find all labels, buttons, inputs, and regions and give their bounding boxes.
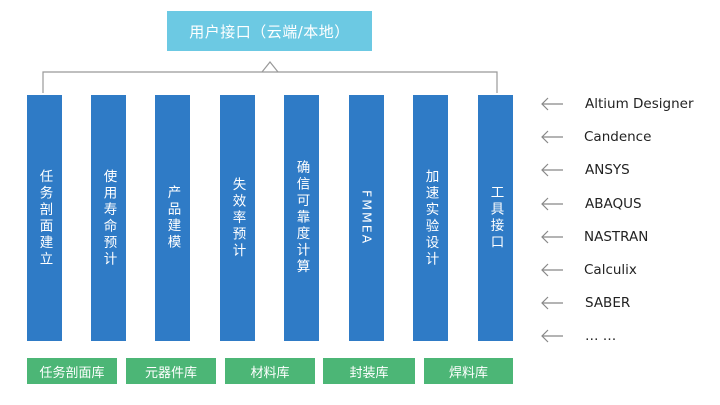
header-connector (42, 71, 498, 93)
module-label: 使用寿命预计 (100, 168, 117, 268)
left-arrow-icon (541, 296, 563, 310)
library-label: 任务剖面库 (39, 365, 105, 381)
left-arrow-icon (541, 97, 563, 111)
tool-name: ABAQUS (585, 196, 642, 212)
module-label: FMMEA (359, 190, 375, 246)
library-mission-profile: 任务剖面库 (27, 358, 117, 384)
module-fmmea: FMMEA (349, 95, 384, 341)
tool-row: Altium Designer (540, 94, 715, 114)
left-arrow-icon (541, 329, 563, 343)
module-reliability-calculation: 确信可靠度计算 (284, 95, 319, 341)
module-label: 任务剖面建立 (36, 168, 53, 268)
module-mission-profile: 任务剖面建立 (27, 95, 62, 341)
left-arrow-icon (541, 163, 563, 177)
module-label: 工具接口 (487, 185, 504, 251)
module-label: 确信可靠度计算 (293, 160, 310, 276)
tool-row: Candence (540, 127, 715, 147)
user-interface-box: 用户接口（云端/本地） (167, 11, 372, 51)
library-packaging: 封装库 (323, 358, 415, 384)
module-failure-rate-prediction: 失效率预计 (220, 95, 255, 341)
library-label: 封装库 (349, 365, 389, 381)
tool-name: NASTRAN (584, 229, 649, 245)
tool-row: ABAQUS (540, 194, 715, 214)
tool-name: SABER (585, 295, 631, 311)
left-arrow-icon (541, 263, 563, 277)
module-service-life-prediction: 使用寿命预计 (91, 95, 126, 341)
header-connector-arrowhead (261, 61, 279, 73)
module-tool-interface: 工具接口 (478, 95, 513, 341)
library-materials: 材料库 (225, 358, 315, 384)
tool-row: ANSYS (540, 160, 715, 180)
module-accelerated-test-design: 加速实验设计 (413, 95, 448, 341)
user-interface-title: 用户接口（云端/本地） (189, 22, 350, 41)
tool-row: SABER (540, 293, 715, 313)
tool-row: NASTRAN (540, 227, 715, 247)
module-product-modeling: 产品建模 (155, 95, 190, 341)
module-label: 产品建模 (164, 185, 181, 251)
left-arrow-icon (541, 130, 563, 144)
tool-name: ANSYS (585, 162, 630, 178)
module-label: 失效率预计 (229, 176, 246, 260)
tool-row: Calculix (540, 260, 715, 280)
tool-name: Altium Designer (585, 96, 694, 112)
library-label: 焊料库 (448, 365, 488, 381)
library-label: 材料库 (250, 365, 290, 381)
library-solder: 焊料库 (424, 358, 513, 384)
tool-name: … … (585, 328, 617, 344)
tool-name: Calculix (584, 262, 637, 278)
tool-row: … … (540, 326, 715, 346)
library-components: 元器件库 (126, 358, 216, 384)
library-label: 元器件库 (144, 365, 197, 381)
module-label: 加速实验设计 (422, 168, 439, 268)
left-arrow-icon (541, 230, 563, 244)
tool-name: Candence (584, 129, 652, 145)
left-arrow-icon (541, 197, 563, 211)
